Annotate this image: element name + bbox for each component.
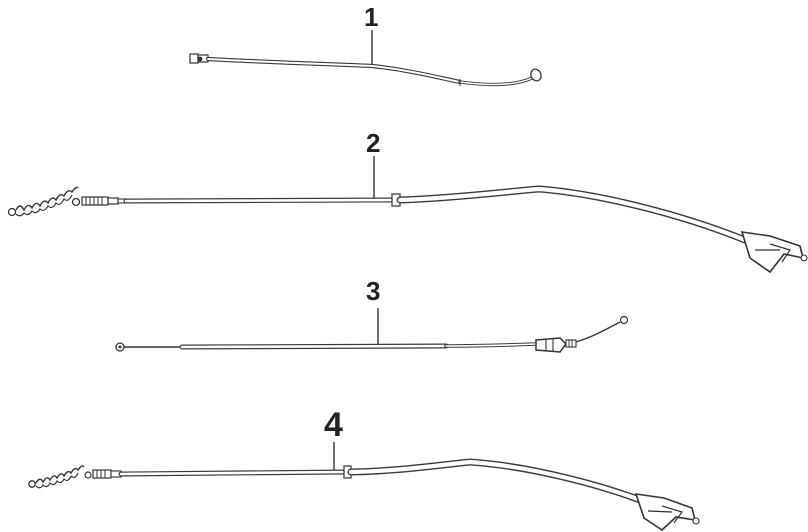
part-2-number: 2 xyxy=(366,128,380,158)
part-3-group[interactable]: 3 xyxy=(115,276,629,353)
part-4-number: 4 xyxy=(324,406,343,444)
part-3-number: 3 xyxy=(366,276,380,306)
part-2-group[interactable]: 2 xyxy=(7,128,808,274)
part-4-cable xyxy=(28,458,700,532)
part-1-cable xyxy=(189,53,542,87)
part-2-cable xyxy=(7,185,808,274)
part-4-group[interactable]: 4 xyxy=(28,406,700,532)
part-1-group[interactable]: 1 xyxy=(189,2,543,87)
part-3-cable xyxy=(115,315,629,353)
part-1-number: 1 xyxy=(364,2,378,32)
